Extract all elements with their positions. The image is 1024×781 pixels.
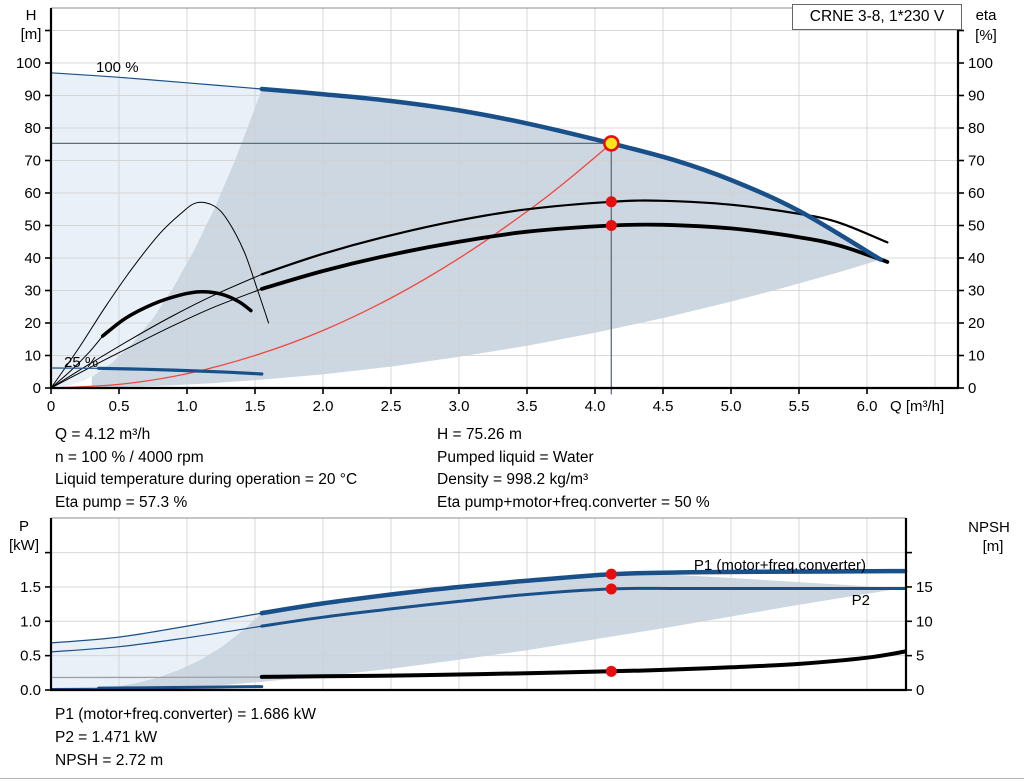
p2-curve-thin — [50, 625, 263, 653]
annotation-p: P — [19, 518, 29, 535]
y-tick-label: 70 — [24, 153, 41, 170]
system-curve — [50, 142, 612, 389]
p1-point[interactable] — [605, 568, 617, 580]
x-tick-label: 4.0 — [585, 398, 606, 415]
y-tick-label: 20 — [24, 315, 41, 332]
annotation-p2: P2 — [852, 592, 870, 609]
operating-envelope — [98, 573, 902, 689]
y2-tick-label: 90 — [968, 88, 985, 105]
info-line-liquid: Pumped liquid = Water — [437, 448, 594, 466]
info-line-p2: P2 = 1.471 kW — [55, 729, 158, 746]
eta-total-25pct — [100, 290, 253, 338]
y-tick-label: 80 — [24, 120, 41, 137]
x-tick-label: 5.0 — [721, 398, 742, 415]
annotation-npsh: NPSH — [968, 519, 1010, 536]
y2-tick-label: 5 — [916, 648, 924, 665]
x-tick-label: 0 — [47, 398, 55, 415]
x-tick-label: 3.5 — [517, 398, 538, 415]
y2-tick-label: 70 — [968, 153, 985, 170]
annotation-q-m-h: Q [m³/h] — [890, 398, 944, 415]
x-tick-label: 6.0 — [857, 398, 878, 415]
y2-tick-label: 100 — [968, 55, 993, 72]
annotation-kw: [kW] — [9, 537, 39, 554]
info-line-p1: P1 (motor+freq.converter) = 1.686 kW — [55, 706, 317, 723]
p2-point[interactable] — [605, 583, 617, 595]
y-tick-label: 10 — [24, 348, 41, 365]
npsh-point[interactable] — [605, 665, 617, 677]
annotation-m: [m] — [983, 538, 1004, 555]
pump-model-badge: CRNE 3-8, 1*230 V — [792, 4, 962, 30]
info-line-head: H = 75.26 m — [437, 426, 522, 443]
y-tick-label: 60 — [24, 185, 41, 202]
info-line-temperature: Liquid temperature during operation = 20… — [55, 471, 358, 488]
x-tick-label: 1.0 — [177, 398, 198, 415]
duty-info-right: H = 75.26 m Pumped liquid = Water Densit… — [437, 424, 710, 514]
y-tick-label: 100 — [16, 55, 41, 72]
annotation-p1-motor-freq-converter: P1 (motor+freq.converter) — [694, 557, 866, 574]
y-tick-label: 0 — [33, 380, 41, 397]
y2-tick-label: 10 — [968, 348, 985, 365]
info-line-eta-total: Eta pump+motor+freq.converter = 50 % — [437, 493, 710, 511]
p-npsh-chart[interactable]: 0.0 0.5 1.0 1.5 0 5 10 15 P [kW] NPSH [m] P1 (motor+… — [0, 510, 1024, 705]
p-25pct — [97, 685, 264, 690]
x-tick-label: 1.5 — [245, 398, 266, 415]
y-tick-label: 0.5 — [20, 648, 41, 665]
p2-curve — [260, 586, 907, 628]
duty-point[interactable] — [603, 135, 620, 152]
x-tick-label: 0.5 — [109, 398, 130, 415]
y-tick-label: 1.5 — [20, 579, 41, 596]
y2-tick-label: 50 — [968, 218, 985, 235]
speed-curve-100pct-thin — [50, 72, 263, 90]
hq-chart[interactable]: 0 0.5 1.0 1.5 2.0 2.5 3.0 3.5 4.0 4.5 5.0 5.5 6.0 0 10… — [0, 0, 1024, 418]
info-line-npsh: NPSH = 2.72 m — [55, 752, 164, 769]
y-tick-label: 30 — [24, 283, 41, 300]
power-info: P1 (motor+freq.converter) = 1.686 kW P2 … — [55, 703, 316, 772]
speed-curve-25pct — [97, 366, 264, 376]
speed-range-area — [51, 613, 262, 690]
x-tick-label: 3.0 — [449, 398, 470, 415]
p1-curve — [259, 568, 908, 616]
eta-pump-100pct-thin — [50, 273, 263, 389]
y2-tick-label: 20 — [968, 315, 985, 332]
y2-tick-label: 10 — [916, 613, 933, 630]
y2-tick-label: 80 — [968, 120, 985, 137]
eta-total-25pct-thin — [50, 335, 104, 389]
eta-pump-25pct — [50, 201, 270, 389]
y-tick-label: 50 — [24, 218, 41, 235]
x-tick-label: 2.5 — [381, 398, 402, 415]
divider — [0, 778, 1024, 779]
annotation-25: 25 % — [64, 354, 98, 371]
y2-tick-label: 0 — [916, 682, 924, 699]
info-line-eta-pump: Eta pump = 57.3 % — [55, 493, 188, 511]
y-tick-label: 40 — [24, 250, 41, 267]
x-tick-label: 2.0 — [313, 398, 334, 415]
info-line-speed: n = 100 % / 4000 rpm — [55, 448, 204, 466]
info-line-density: Density = 998.2 kg/m³ — [437, 471, 589, 488]
speed-curve-100pct — [259, 86, 883, 262]
y-tick-label: 90 — [24, 88, 41, 105]
x-tick-label: 4.5 — [653, 398, 674, 415]
info-line-flow: Q = 4.12 m³/h — [55, 426, 151, 443]
eta-pump-point[interactable] — [605, 196, 617, 208]
y-tick-label: 1.0 — [20, 613, 41, 630]
y2-tick-label: 60 — [968, 185, 985, 202]
y2-tick-label: 0 — [968, 380, 976, 397]
y2-tick-label: 15 — [916, 579, 933, 596]
eta-total-point[interactable] — [605, 220, 617, 231]
y2-tick-label: 30 — [968, 283, 985, 300]
x-tick-label: 5.5 — [789, 398, 810, 415]
y2-tick-label: 40 — [968, 250, 985, 267]
p1-curve-thin — [50, 612, 263, 644]
annotation-h: H — [26, 7, 37, 24]
duty-info-left: Q = 4.12 m³/h n = 100 % / 4000 rpm Liqui… — [55, 424, 357, 514]
annotation-eta: eta — [976, 7, 998, 24]
annotation-m: [m] — [21, 26, 42, 43]
y-tick-label: 0.0 — [20, 682, 41, 699]
annotation-: [%] — [975, 27, 997, 44]
annotation-100: 100 % — [96, 59, 139, 76]
